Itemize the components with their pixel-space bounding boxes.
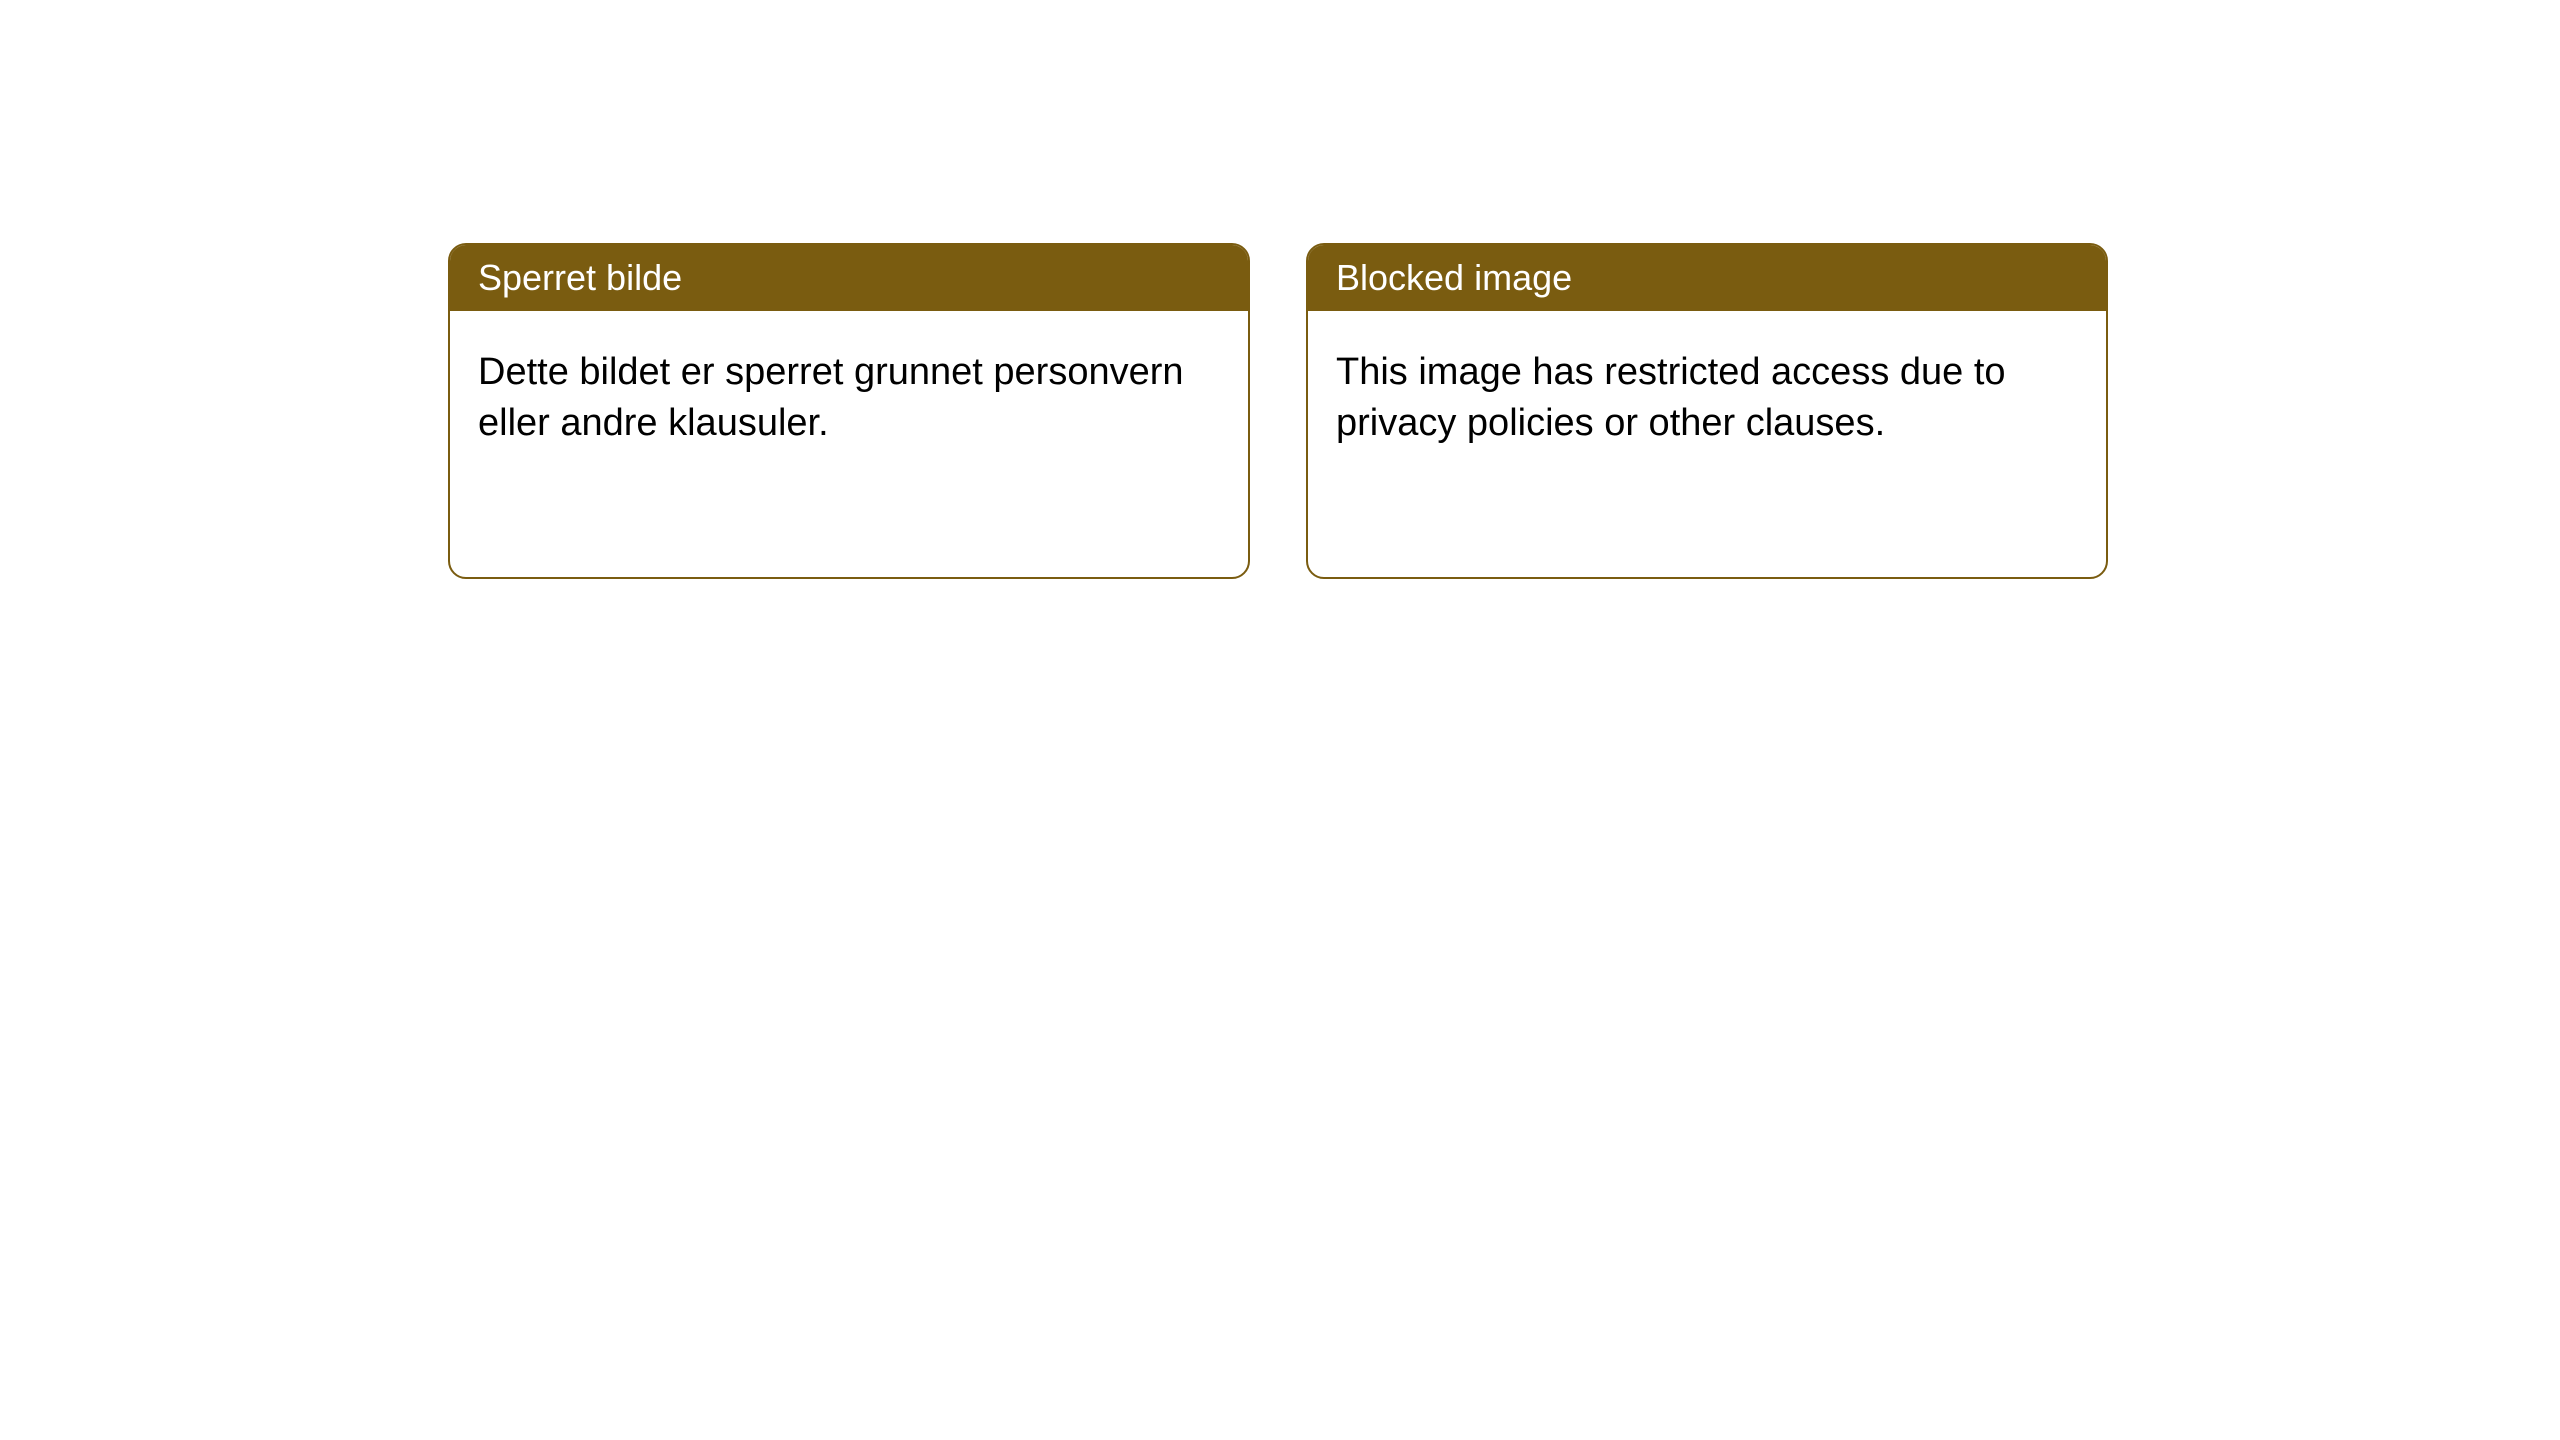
card-body: Dette bildet er sperret grunnet personve… — [450, 311, 1248, 486]
blocked-image-card-no: Sperret bilde Dette bildet er sperret gr… — [448, 243, 1250, 579]
card-body: This image has restricted access due to … — [1308, 311, 2106, 486]
card-header: Blocked image — [1308, 245, 2106, 311]
card-message: Dette bildet er sperret grunnet personve… — [478, 351, 1184, 444]
card-message: This image has restricted access due to … — [1336, 351, 2006, 444]
blocked-image-card-en: Blocked image This image has restricted … — [1306, 243, 2108, 579]
card-title: Sperret bilde — [478, 257, 682, 298]
card-header: Sperret bilde — [450, 245, 1248, 311]
card-title: Blocked image — [1336, 257, 1572, 298]
notice-container: Sperret bilde Dette bildet er sperret gr… — [0, 0, 2560, 579]
